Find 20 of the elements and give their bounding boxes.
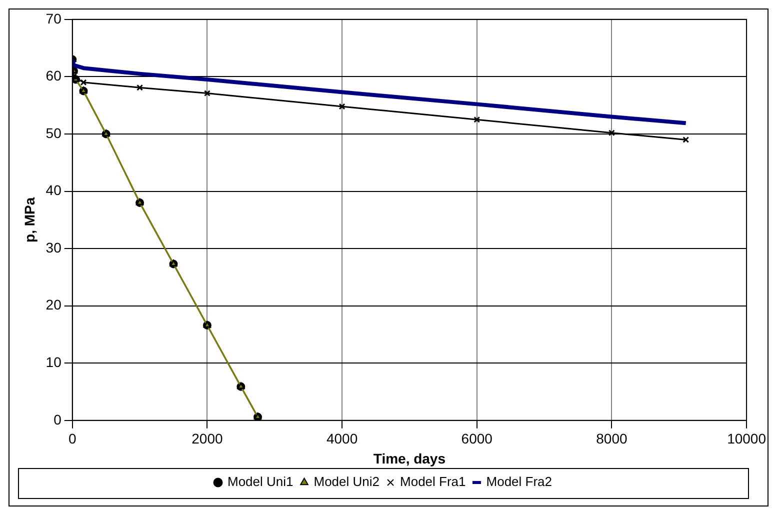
y-tick-label: 30 [46,239,62,256]
legend-label: Model Fra1 [400,474,466,490]
y-tick-label: 40 [46,182,62,198]
x-tick-label: 2000 [192,430,223,447]
y-tick-label: 70 [46,10,62,26]
x-tick-label: 10000 [727,430,766,447]
y-axis-title: p, MPa [21,197,38,242]
x-tick-label: 6000 [461,430,493,447]
legend-label: Model Uni1 [227,474,294,490]
y-tick-label: 50 [46,124,62,141]
y-tick-label: 60 [46,68,62,84]
y-tick-label: 20 [46,296,62,313]
y-tick-label: 10 [46,354,62,370]
x-tick-label: 0 [68,430,76,447]
y-tick-label: 0 [54,411,62,428]
x-axis-title: Time, days [373,450,446,466]
legend-label: Model Uni2 [314,474,380,490]
x-tick-label: 8000 [596,430,628,447]
legend-label: Model Fra2 [486,474,552,490]
x-tick-label: 4000 [326,430,358,447]
